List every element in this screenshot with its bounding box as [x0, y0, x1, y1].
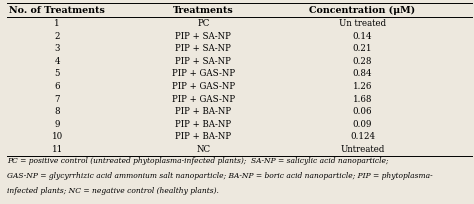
- Text: Concentration (μM): Concentration (μM): [310, 6, 416, 15]
- Text: 0.21: 0.21: [353, 44, 372, 53]
- Text: 0.06: 0.06: [353, 107, 372, 116]
- Text: Treatments: Treatments: [173, 6, 234, 15]
- Text: PIP + GAS-NP: PIP + GAS-NP: [172, 69, 235, 78]
- Text: 0.28: 0.28: [353, 57, 372, 66]
- Text: Un treated: Un treated: [339, 19, 386, 28]
- Text: 4: 4: [55, 57, 60, 66]
- Text: Untreated: Untreated: [340, 145, 385, 154]
- Text: PIP + BA-NP: PIP + BA-NP: [175, 120, 231, 129]
- Text: 8: 8: [54, 107, 60, 116]
- Text: PC: PC: [197, 19, 210, 28]
- Text: PIP + SA-NP: PIP + SA-NP: [175, 57, 231, 66]
- Text: PIP + BA-NP: PIP + BA-NP: [175, 107, 231, 116]
- Text: 11: 11: [51, 145, 63, 154]
- Text: 1.26: 1.26: [353, 82, 372, 91]
- Text: 1: 1: [54, 19, 60, 28]
- Text: 7: 7: [55, 95, 60, 104]
- Text: 5: 5: [55, 69, 60, 78]
- Text: PIP + BA-NP: PIP + BA-NP: [175, 132, 231, 141]
- Text: PIP + SA-NP: PIP + SA-NP: [175, 44, 231, 53]
- Text: 1.68: 1.68: [353, 95, 372, 104]
- Text: 2: 2: [55, 32, 60, 41]
- Text: 0.124: 0.124: [350, 132, 375, 141]
- Text: GAS-NP = glycyrrhizic acid ammonium salt nanoparticle; BA-NP = boric acid nanopa: GAS-NP = glycyrrhizic acid ammonium salt…: [7, 172, 433, 180]
- Text: 6: 6: [55, 82, 60, 91]
- Text: PC = positive control (untreated phytoplasma-infected plants);  SA-NP = salicyli: PC = positive control (untreated phytopl…: [7, 157, 389, 165]
- Text: 0.14: 0.14: [353, 32, 372, 41]
- Text: 9: 9: [55, 120, 60, 129]
- Text: 0.09: 0.09: [353, 120, 372, 129]
- Text: infected plants; NC = negative control (healthy plants).: infected plants; NC = negative control (…: [7, 187, 219, 195]
- Text: 10: 10: [51, 132, 63, 141]
- Text: No. of Treatments: No. of Treatments: [9, 6, 105, 15]
- Text: 0.84: 0.84: [353, 69, 372, 78]
- Text: PIP + GAS-NP: PIP + GAS-NP: [172, 95, 235, 104]
- Text: NC: NC: [196, 145, 210, 154]
- Text: PIP + GAS-NP: PIP + GAS-NP: [172, 82, 235, 91]
- Text: 3: 3: [55, 44, 60, 53]
- Text: PIP + SA-NP: PIP + SA-NP: [175, 32, 231, 41]
